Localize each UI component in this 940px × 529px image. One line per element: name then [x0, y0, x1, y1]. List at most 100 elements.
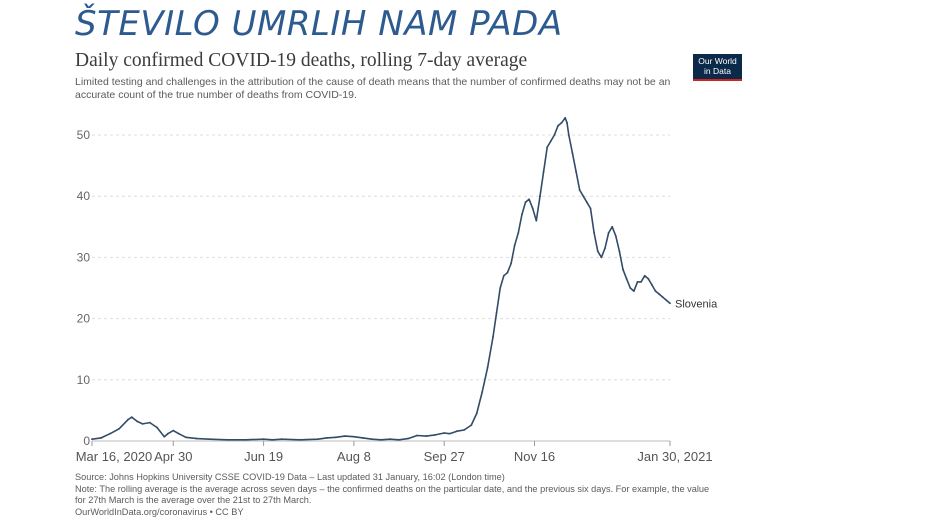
data-point: [148, 421, 151, 424]
x-tick-label-1: Apr 30: [154, 449, 192, 464]
data-point: [524, 201, 527, 204]
data-point: [654, 290, 657, 292]
slide-title: ŠTEVILO UMRLIH NAM PADA: [75, 4, 563, 44]
data-point: [502, 274, 505, 277]
data-point: [589, 207, 592, 210]
data-point: [127, 418, 130, 421]
data-point: [658, 293, 661, 296]
owid-logo[interactable]: Our World in Data: [693, 54, 742, 81]
data-point: [665, 299, 668, 302]
data-point: [353, 435, 355, 438]
data-point: [531, 207, 534, 210]
data-point: [185, 436, 187, 439]
data-point: [91, 438, 93, 441]
source-link[interactable]: OurWorldInData.org/coronavirus • CC BY: [75, 506, 244, 517]
data-point: [455, 430, 458, 433]
x-axis-ticks: Mar 16, 2020 Apr 30 Jun 19 Aug 8 Sep 27 Nov 1…: [76, 441, 713, 464]
data-point: [163, 435, 166, 438]
data-point: [407, 437, 409, 440]
x-tick-label-0: Mar 16, 2020: [76, 449, 153, 464]
y-tick-label-0: 0: [83, 434, 90, 448]
data-point: [651, 284, 653, 286]
data-point: [271, 438, 274, 441]
data-point: [371, 438, 373, 441]
data-point: [669, 302, 671, 305]
data-point: [495, 311, 498, 314]
data-point: [622, 268, 624, 271]
data-point: [389, 438, 391, 441]
data-point: [546, 146, 549, 149]
data-point: [629, 287, 632, 289]
data-point: [567, 134, 570, 136]
x-tick-label-2: Jun 19: [244, 449, 283, 464]
x-tick-label-5: Nov 16: [514, 449, 555, 464]
data-point: [560, 121, 563, 124]
data-point: [416, 434, 419, 437]
data-point: [578, 189, 581, 191]
gridlines: [92, 134, 670, 442]
data-point: [425, 435, 428, 438]
data-point: [195, 437, 198, 440]
data-point: [499, 287, 502, 289]
data-point: [625, 277, 628, 280]
data-point: [557, 124, 559, 127]
data-point: [513, 244, 516, 247]
data-point: [130, 416, 133, 419]
chart-subtitle: Limited testing and challenges in the at…: [75, 76, 671, 101]
data-point: [100, 437, 102, 439]
data-point: [566, 121, 568, 124]
data-point: [661, 296, 664, 299]
data-point: [156, 426, 158, 429]
data-point: [510, 262, 512, 265]
y-tick-label-40: 40: [77, 189, 91, 203]
data-point: [470, 424, 473, 426]
y-tick-label-20: 20: [77, 312, 91, 326]
data-point: [542, 170, 545, 173]
data-point: [434, 433, 437, 436]
x-tick-label-3: Aug 8: [337, 449, 371, 464]
data-point: [520, 213, 523, 216]
data-point: [325, 437, 328, 439]
data-point: [118, 427, 120, 430]
data-point: [632, 290, 635, 292]
data-point: [535, 219, 538, 222]
data-point: [109, 432, 111, 435]
data-point: [564, 116, 567, 119]
data-point: [177, 432, 180, 435]
data-point: [334, 436, 337, 439]
data-point: [596, 250, 599, 253]
data-point: [647, 277, 650, 280]
data-point: [618, 250, 621, 253]
data-point: [481, 391, 484, 393]
data-point: [575, 170, 577, 173]
data-point: [316, 438, 319, 441]
data-point: [553, 134, 556, 136]
y-tick-label-50: 50: [77, 128, 91, 142]
data-point: [528, 198, 531, 201]
data-point: [380, 438, 382, 441]
series-label-slovenia: Slovenia: [675, 298, 718, 310]
data-point: [593, 232, 596, 234]
x-tick-label-6: Jan 30, 2021: [637, 449, 712, 464]
data-point: [226, 438, 229, 441]
source-line: Source: Johns Hopkins University CSSE CO…: [75, 472, 505, 482]
data-point: [614, 235, 617, 237]
data-point: [141, 422, 144, 425]
data-point: [517, 232, 520, 234]
data-point: [448, 432, 451, 435]
data-point: [475, 412, 478, 415]
y-axis-ticks: 0 10 20 30 40 50: [77, 128, 91, 448]
data-point: [607, 232, 610, 234]
data-point: [280, 438, 283, 441]
data-point: [172, 429, 175, 432]
data-point: [166, 432, 169, 435]
line-chart: 0 10 20 30 40 50 Mar 16, 2020 Apr 30 Jun 19 Aug …: [76, 116, 718, 464]
data-point: [636, 280, 639, 283]
data-point: [600, 256, 603, 259]
y-tick-label-30: 30: [77, 250, 91, 264]
note-line: Note: The rolling average is the average…: [75, 483, 710, 506]
data-point: [643, 274, 646, 277]
data-point: [539, 195, 541, 198]
data-point: [492, 336, 494, 338]
data-point: [506, 271, 509, 274]
